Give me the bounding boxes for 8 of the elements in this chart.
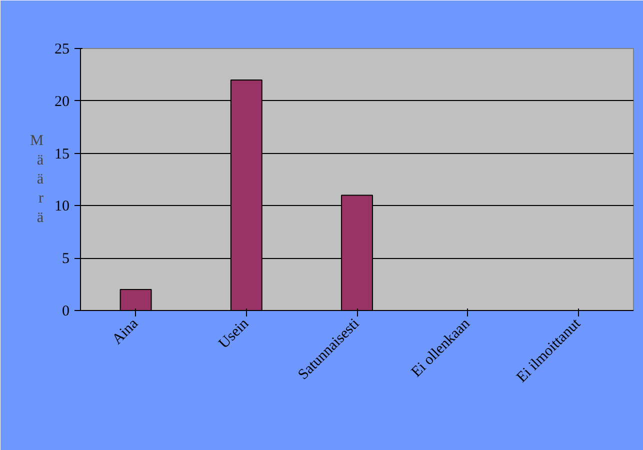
x-tick-label: Aina (110, 316, 142, 348)
y-tick-label: 10 (54, 198, 70, 215)
y-tick-label: 0 (62, 304, 70, 320)
y-tick-label: 15 (54, 146, 70, 162)
y-tick-label: 20 (54, 94, 70, 110)
y-axis-title: Määrä (30, 133, 44, 226)
y-tick-label: 25 (54, 42, 70, 58)
y-tick-label: 5 (62, 251, 70, 268)
